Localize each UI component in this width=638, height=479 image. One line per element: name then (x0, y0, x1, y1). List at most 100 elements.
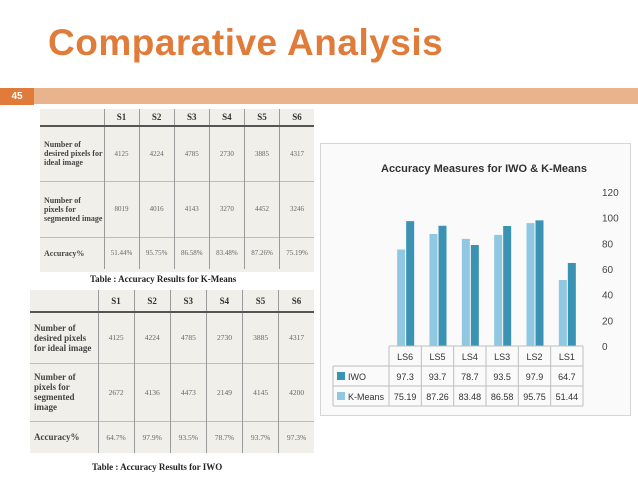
table-cell: 4785 (173, 126, 210, 181)
table-header-cell: S3 (173, 109, 210, 126)
table-cell: 51.44% (103, 237, 140, 269)
header-band (34, 88, 638, 104)
table-header-cell: S4 (205, 290, 243, 312)
table-header-cell: S2 (138, 109, 175, 126)
table-row: Number of desired pixels for ideal image… (30, 312, 314, 363)
legend-label: K-Means (348, 392, 385, 402)
y-tick-label: 100 (602, 214, 619, 225)
table-cell: 2672 (97, 363, 135, 421)
table-cell: 97.9% (133, 421, 171, 453)
table-header-cell (40, 109, 104, 126)
y-tick-label: 20 (602, 316, 614, 327)
table-row: Accuracy% 51.44% 95.75% 86.58% 83.48% 87… (40, 237, 314, 269)
table-header-cell: S1 (97, 290, 135, 312)
table-header-cell: S1 (103, 109, 140, 126)
row-label: Number of desired pixels for ideal image (34, 322, 92, 353)
table-cell: 4136 (133, 363, 171, 421)
x-tick-label: LS6 (397, 352, 413, 362)
data-label: 51.44 (556, 392, 579, 402)
table-header-row: S1 S2 S3 S4 S5 S6 (30, 290, 314, 312)
data-label: 86.58 (491, 392, 514, 402)
table-cell: 8019 (103, 181, 140, 237)
table-cell: 4125 (97, 312, 135, 363)
table-cell: 4317 (278, 312, 314, 363)
table-row: Number of desired pixels for ideal image… (40, 126, 314, 181)
page-number-badge: 45 (0, 88, 34, 105)
y-tick-label: 80 (602, 239, 614, 250)
table-cell: 3246 (279, 181, 314, 237)
table-header-cell: S4 (208, 109, 245, 126)
chart-title: Accuracy Measures for IWO & K-Means (381, 163, 587, 175)
bar-iwo (406, 221, 415, 346)
table-header-cell (30, 290, 98, 312)
table-cell: 4200 (278, 363, 314, 421)
bar-iwo (535, 220, 544, 346)
kmeans-table-caption: Table : Accuracy Results for K-Means (90, 274, 237, 284)
data-label: 64.7 (558, 372, 576, 382)
table-header-cell: S2 (133, 290, 171, 312)
table-header-cell: S6 (278, 290, 314, 312)
table-cell: 4473 (169, 363, 207, 421)
data-label: 97.9 (526, 372, 544, 382)
table-cell: 95.75% (138, 237, 175, 269)
iwo-table: S1 S2 S3 S4 S5 S6 Number of desired pixe… (30, 290, 314, 453)
data-label: 87.26 (426, 392, 449, 402)
row-label: Number of pixels for segmented image (34, 372, 76, 412)
y-tick-label: 60 (602, 265, 614, 276)
table-cell: 4224 (133, 312, 171, 363)
chart-canvas: Accuracy Measures for IWO & K-Means 0 20 40… (332, 163, 619, 407)
table-cell: 93.7% (241, 421, 279, 453)
y-tick-label: 40 (602, 291, 614, 302)
table-cell: 4145 (241, 363, 279, 421)
accuracy-bar-chart: Accuracy Measures for IWO & K-Means 0 20 40… (320, 143, 631, 416)
table-cell: 3885 (243, 126, 280, 181)
bar-k-means (429, 234, 438, 346)
table-cell: 64.7% (97, 421, 135, 453)
table-cell: 4125 (103, 126, 140, 181)
table-header-cell: S3 (169, 290, 207, 312)
table-cell: 75.19% (279, 237, 314, 269)
table-cell: 3885 (241, 312, 279, 363)
y-tick-label: 120 (602, 188, 619, 199)
bar-k-means (461, 238, 470, 346)
kmeans-table: S1 S2 S3 S4 S5 S6 Number of desired pixe… (40, 109, 314, 272)
x-tick-label: LS3 (494, 352, 510, 362)
x-tick-label: LS1 (559, 352, 575, 362)
x-tick-label: LS2 (526, 352, 542, 362)
y-tick-label: 0 (602, 342, 608, 353)
bar-k-means (494, 234, 503, 346)
data-label: 93.7 (429, 372, 447, 382)
bar-iwo (567, 262, 576, 346)
bar-iwo (470, 245, 479, 346)
bar-k-means (526, 223, 535, 346)
legend-label: IWO (348, 372, 366, 382)
bar-iwo (438, 225, 447, 346)
table-cell: 2730 (208, 126, 245, 181)
data-label: 93.5 (493, 372, 511, 382)
row-label: Accuracy% (44, 248, 85, 258)
iwo-table-caption: Table : Accuracy Results for IWO (92, 462, 223, 472)
x-tick-label: LS5 (429, 352, 445, 362)
row-label: Accuracy% (34, 432, 80, 443)
table-row: Accuracy% 64.7% 97.9% 93.5% 78.7% 93.7% … (30, 421, 314, 453)
table-cell: 87.26% (243, 237, 280, 269)
table-cell: 2730 (205, 312, 243, 363)
data-label: 78.7 (461, 372, 479, 382)
table-cell: 78.7% (205, 421, 243, 453)
bar-iwo (503, 226, 512, 346)
data-label: 97.3 (396, 372, 414, 382)
legend-swatch (337, 392, 345, 400)
table-header-cell: S6 (279, 109, 314, 126)
legend-swatch (337, 372, 345, 380)
row-label: Number of pixels for segmented image (44, 195, 103, 223)
table-header-cell: S5 (241, 290, 279, 312)
table-cell: 4317 (279, 126, 314, 181)
x-tick-label: LS4 (462, 352, 478, 362)
table-cell: 86.58% (173, 237, 210, 269)
table-cell: 4224 (138, 126, 175, 181)
bar-k-means (397, 249, 406, 346)
table-cell: 83.48% (208, 237, 245, 269)
table-cell: 93.5% (169, 421, 207, 453)
slide-title: Comparative Analysis (48, 22, 444, 63)
bar-k-means (558, 279, 567, 346)
